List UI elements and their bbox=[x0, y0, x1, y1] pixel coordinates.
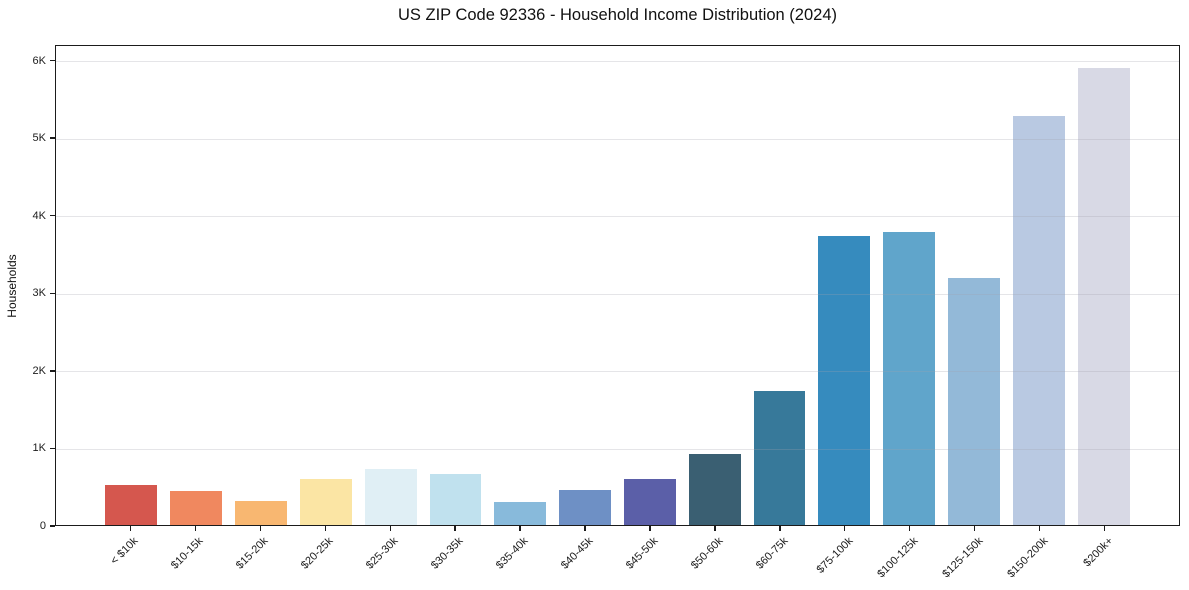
x-tick-mark bbox=[259, 526, 262, 531]
plot-area bbox=[55, 45, 1180, 526]
y-axis-tick-label: 6K bbox=[32, 54, 46, 67]
bar-slot bbox=[877, 46, 942, 525]
bar-slot bbox=[358, 46, 423, 525]
bar-slot bbox=[553, 46, 618, 525]
bar-slot bbox=[1006, 46, 1071, 525]
bar bbox=[364, 469, 417, 525]
y-tick-mark bbox=[50, 525, 55, 527]
bar bbox=[688, 454, 741, 525]
bar bbox=[559, 489, 612, 525]
x-tick-mark bbox=[1103, 526, 1106, 531]
chart-title: US ZIP Code 92336 - Household Income Dis… bbox=[397, 6, 837, 24]
x-tick-mark bbox=[714, 526, 716, 531]
bar bbox=[623, 478, 676, 525]
bar-slot bbox=[99, 46, 164, 525]
x-tick-mark bbox=[844, 526, 846, 531]
bar-slot bbox=[747, 46, 812, 525]
bar bbox=[1077, 67, 1130, 525]
y-tick-mark bbox=[50, 292, 55, 294]
bar bbox=[494, 501, 547, 525]
bar-slot bbox=[618, 46, 683, 525]
bar bbox=[753, 391, 806, 525]
bar-slot bbox=[812, 46, 877, 525]
x-tick-mark bbox=[909, 526, 911, 531]
y-axis-label: Households bbox=[5, 254, 19, 318]
x-tick-mark bbox=[454, 526, 456, 531]
bar bbox=[883, 232, 936, 525]
bar-slot bbox=[682, 46, 747, 525]
x-tick-mark bbox=[194, 526, 197, 531]
y-axis-tick-label: 5K bbox=[32, 132, 46, 145]
x-axis-tick-label: < $10k bbox=[108, 535, 141, 568]
bars-layer bbox=[56, 46, 1179, 525]
bar-slot bbox=[164, 46, 229, 525]
y-axis-tick-label: 4K bbox=[32, 209, 46, 222]
bar-slot bbox=[942, 46, 1007, 525]
bar-slot bbox=[488, 46, 553, 525]
x-tick-mark bbox=[389, 526, 391, 531]
x-tick-mark bbox=[584, 526, 586, 531]
x-tick-mark bbox=[129, 526, 132, 531]
y-tick-mark bbox=[50, 214, 55, 217]
y-tick-mark bbox=[50, 370, 55, 372]
x-tick-mark bbox=[519, 526, 521, 531]
y-tick-mark bbox=[50, 447, 55, 450]
y-tick-mark bbox=[50, 59, 55, 62]
bar bbox=[429, 473, 482, 525]
y-axis-tick-label: 2K bbox=[32, 364, 46, 377]
bar bbox=[170, 490, 223, 525]
bar-slot bbox=[229, 46, 294, 525]
x-tick-mark bbox=[973, 526, 976, 531]
bar bbox=[818, 235, 871, 525]
bar bbox=[948, 278, 1000, 525]
x-tick-mark bbox=[324, 526, 326, 531]
x-tick-mark bbox=[779, 526, 781, 531]
y-tick-mark bbox=[50, 137, 55, 139]
bar-slot bbox=[293, 46, 358, 525]
x-tick-mark bbox=[649, 526, 651, 531]
bar bbox=[105, 484, 158, 525]
bar bbox=[235, 501, 287, 525]
y-axis-tick-label: 3K bbox=[32, 287, 46, 300]
bar bbox=[299, 478, 352, 525]
bar bbox=[1012, 116, 1065, 525]
y-axis-tick-label: 1K bbox=[32, 442, 46, 455]
x-tick-mark bbox=[1038, 526, 1041, 531]
bar-slot bbox=[1071, 46, 1136, 525]
y-axis-tick-label: 0 bbox=[39, 520, 46, 532]
bar-slot bbox=[423, 46, 488, 525]
